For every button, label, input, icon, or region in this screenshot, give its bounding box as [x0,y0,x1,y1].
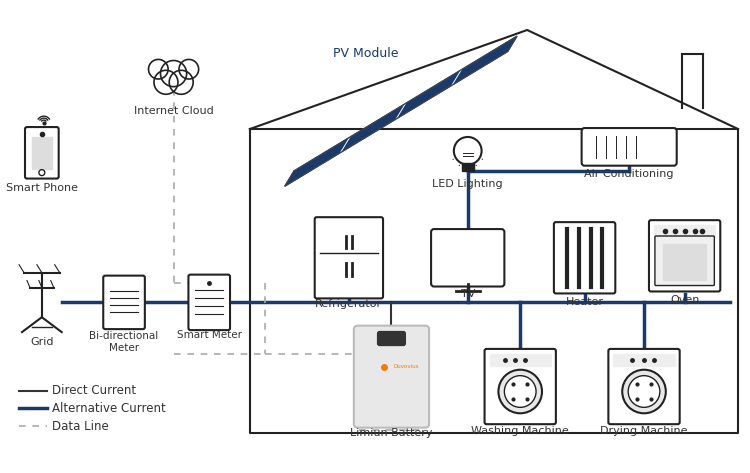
Bar [148,61,199,76]
FancyBboxPatch shape [608,349,680,424]
Text: Direct Current: Direct Current [52,384,136,397]
Bar [614,354,675,366]
Text: TV: TV [460,289,475,299]
Circle shape [504,376,536,407]
Text: Oven: Oven [670,296,699,306]
Circle shape [154,70,178,94]
Circle shape [454,137,482,165]
Text: PV Module: PV Module [333,47,398,60]
FancyBboxPatch shape [25,127,58,179]
FancyBboxPatch shape [104,276,145,329]
Bar [32,137,52,169]
Text: Air Conditioning: Air Conditioning [584,169,674,179]
Text: Smart Phone: Smart Phone [6,183,78,193]
Text: Bi-directional
Meter: Bi-directional Meter [89,331,159,353]
Circle shape [179,60,199,79]
FancyBboxPatch shape [354,325,429,428]
FancyBboxPatch shape [188,275,230,330]
FancyBboxPatch shape [315,217,383,298]
FancyBboxPatch shape [655,236,714,286]
Circle shape [148,60,168,79]
Text: Duvovius: Duvovius [394,364,419,369]
Text: Refrigerator: Refrigerator [315,299,382,309]
Polygon shape [285,36,517,186]
Text: Drying Machine: Drying Machine [600,426,688,436]
FancyBboxPatch shape [582,128,676,166]
FancyBboxPatch shape [484,349,556,424]
Bar [462,163,474,171]
Bar [663,244,706,280]
Text: Smart Meter: Smart Meter [177,330,242,340]
Circle shape [622,370,666,413]
Circle shape [499,370,542,413]
Text: Washing Machine: Washing Machine [471,426,569,436]
Circle shape [160,61,187,87]
Bar [490,354,551,366]
Circle shape [628,376,660,407]
Text: Heater: Heater [566,298,604,307]
Circle shape [170,70,194,94]
FancyBboxPatch shape [377,332,405,345]
Text: Alternative Current: Alternative Current [52,402,166,415]
Text: Data Line: Data Line [52,420,109,433]
FancyBboxPatch shape [649,220,720,291]
Bar [654,225,716,237]
Text: Internet Cloud: Internet Cloud [134,106,214,116]
FancyBboxPatch shape [431,229,504,287]
Text: Grid: Grid [30,337,53,347]
Text: LED Lighting: LED Lighting [433,179,503,189]
Text: Limiun Battery: Limiun Battery [350,428,433,438]
FancyBboxPatch shape [554,222,615,293]
Circle shape [39,170,45,175]
